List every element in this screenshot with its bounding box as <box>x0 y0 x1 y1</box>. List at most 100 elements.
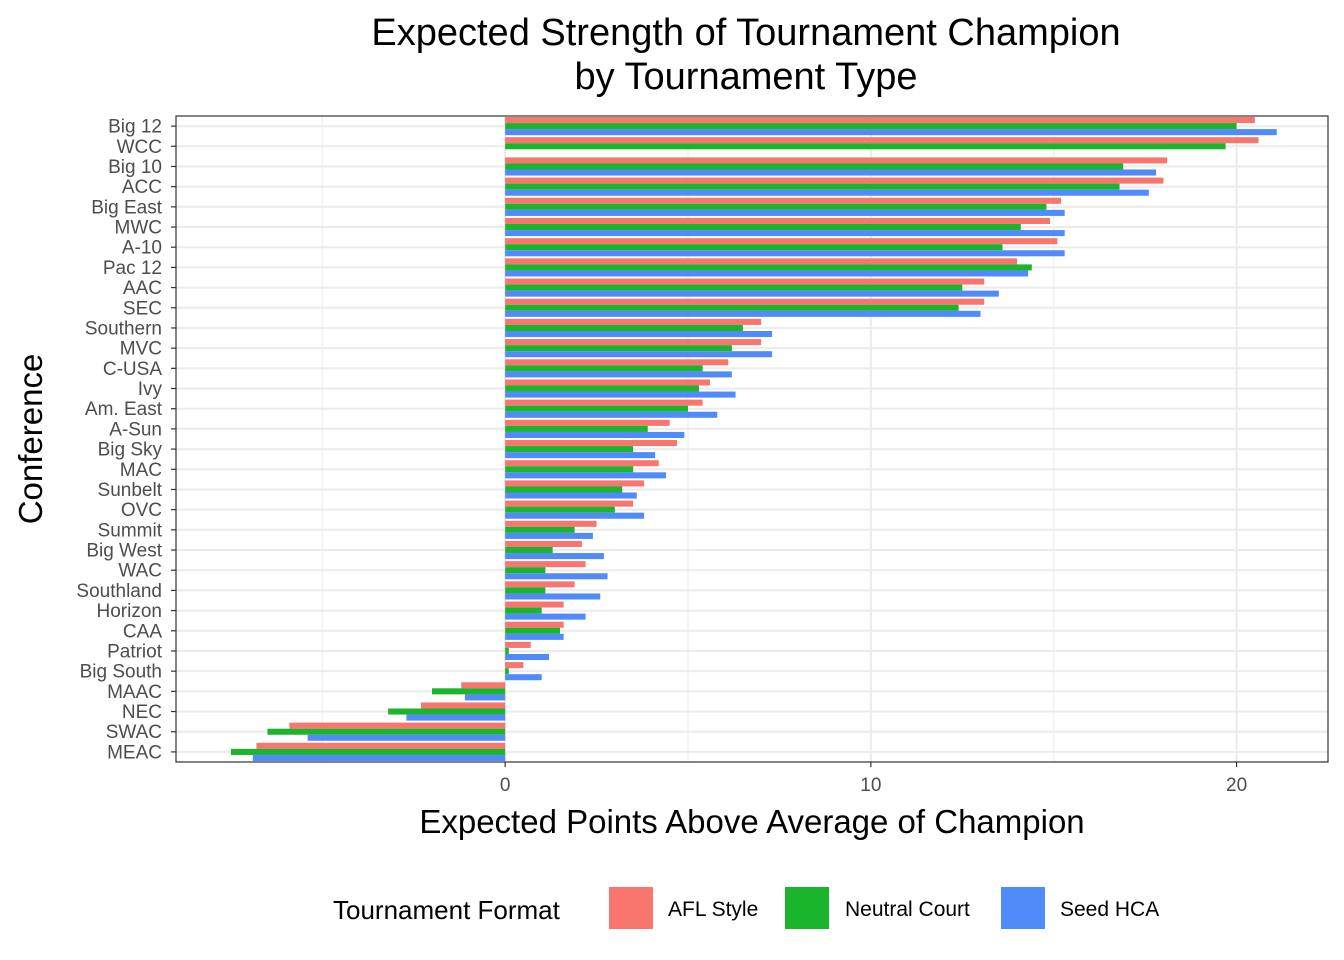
y-axis-title: Conference <box>12 354 49 525</box>
y-tick-label: NEC <box>122 702 162 723</box>
bar-afl-style <box>505 197 1062 204</box>
y-tick-label: WCC <box>117 137 162 158</box>
bar-afl-style <box>505 379 710 386</box>
bar-neutral-court <box>505 486 623 493</box>
y-tick-label: CAA <box>123 621 162 642</box>
x-tick-label: 20 <box>1226 775 1247 796</box>
bar-neutral-court <box>505 163 1124 170</box>
bar-neutral-court <box>505 547 553 554</box>
bar-afl-style <box>505 500 634 507</box>
bar-afl-style <box>289 722 506 729</box>
y-tick-label: Big West <box>86 541 162 562</box>
bar-neutral-court <box>505 385 699 392</box>
y-tick-label: Big 10 <box>108 157 162 178</box>
y-tick-label: OVC <box>121 500 162 521</box>
bar-afl-style <box>505 440 678 447</box>
bar-afl-style <box>505 238 1058 245</box>
y-tick-label: AAC <box>123 278 162 299</box>
bar-afl-style <box>505 581 575 588</box>
bar-seed-hca <box>505 553 604 560</box>
bar-afl-style <box>505 460 659 467</box>
bar-neutral-court <box>505 203 1047 210</box>
bar-afl-style <box>505 641 531 648</box>
chart-title-line: Expected Strength of Tournament Champion <box>371 12 1120 54</box>
bar-afl-style <box>505 399 703 406</box>
bar-seed-hca <box>505 250 1065 257</box>
y-tick-label: Am. East <box>85 399 163 420</box>
bar-neutral-court <box>432 688 506 695</box>
y-tick-label: Horizon <box>97 601 162 622</box>
bar-afl-style <box>505 359 729 366</box>
plot-border <box>175 115 1329 763</box>
y-tick-label: Big South <box>80 662 162 683</box>
bar-afl-style <box>505 278 985 285</box>
bar-afl-style <box>505 540 582 548</box>
bar-afl-style <box>505 621 564 628</box>
bar-afl-style <box>505 520 597 527</box>
chart-title: Expected Strength of Tournament Champion… <box>371 12 1120 98</box>
y-tick-label: MEAC <box>107 742 162 763</box>
bar-seed-hca <box>505 411 718 418</box>
y-tick-label: SEC <box>123 298 162 319</box>
bar-seed-hca <box>505 290 999 297</box>
bar-afl-style <box>505 662 524 669</box>
bar-seed-hca <box>505 593 601 600</box>
y-tick-label: MAC <box>120 460 162 481</box>
bar-seed-hca <box>505 310 981 317</box>
bar-neutral-court <box>505 304 959 311</box>
chart-title-line: by Tournament Type <box>575 56 918 98</box>
bar-seed-hca <box>505 351 773 358</box>
bar-neutral-court <box>505 123 1237 130</box>
y-tick-label: WAC <box>118 561 162 582</box>
legend-label: Neutral Court <box>845 898 970 921</box>
legend: Tournament Format AFL Style Neutral Court S… <box>333 887 1159 929</box>
bar-afl-style <box>505 157 1168 164</box>
bar-seed-hca <box>252 754 506 761</box>
y-tick-label: C-USA <box>103 359 162 380</box>
x-axis-title: Expected Points Above Average of Champio… <box>419 803 1084 840</box>
bar-afl-style <box>505 117 1255 124</box>
bar-seed-hca <box>505 209 1065 216</box>
y-tick-label: A-Sun <box>109 419 162 440</box>
y-tick-label: Big 12 <box>108 117 162 138</box>
y-tick-label: Pac 12 <box>103 258 162 279</box>
bar-seed-hca <box>505 512 645 519</box>
bar-seed-hca <box>505 492 637 499</box>
legend-key-afl-style <box>609 887 653 929</box>
bar-afl-style <box>505 339 762 346</box>
bar-neutral-court <box>505 224 1021 231</box>
y-tick-label: Southern <box>85 318 162 339</box>
x-axis: 0 10 20 <box>500 762 1247 796</box>
bar-neutral-court <box>505 324 743 331</box>
legend-label: Seed HCA <box>1060 898 1159 921</box>
bar-seed-hca <box>505 270 1029 277</box>
bar-neutral-court <box>388 708 506 715</box>
bar-neutral-court <box>505 345 732 352</box>
y-tick-label: Big East <box>91 197 162 218</box>
bar-seed-hca <box>505 391 736 398</box>
bar-afl-style <box>505 298 985 305</box>
bar-seed-hca <box>406 714 506 721</box>
bar-neutral-court <box>505 587 546 594</box>
bar-neutral-court <box>505 647 509 654</box>
bar-neutral-court <box>505 264 1032 271</box>
y-tick-label: Summit <box>98 520 163 541</box>
bar-afl-style <box>505 561 586 568</box>
bar-seed-hca <box>505 189 1149 196</box>
bar-seed-hca <box>307 734 506 741</box>
bar-seed-hca <box>505 532 593 539</box>
bar-neutral-court <box>505 607 542 614</box>
bar-seed-hca <box>505 472 667 479</box>
bar-seed-hca <box>505 169 1157 176</box>
bar-seed-hca <box>464 694 506 701</box>
bar-afl-style <box>505 137 1259 144</box>
y-tick-label: MWC <box>115 218 162 239</box>
bar-neutral-court <box>505 425 648 432</box>
bar-neutral-court <box>505 365 703 372</box>
legend-title: Tournament Format <box>333 895 561 925</box>
bar-seed-hca <box>505 653 550 661</box>
bar-seed-hca <box>505 371 732 378</box>
bar-neutral-court <box>505 668 509 675</box>
